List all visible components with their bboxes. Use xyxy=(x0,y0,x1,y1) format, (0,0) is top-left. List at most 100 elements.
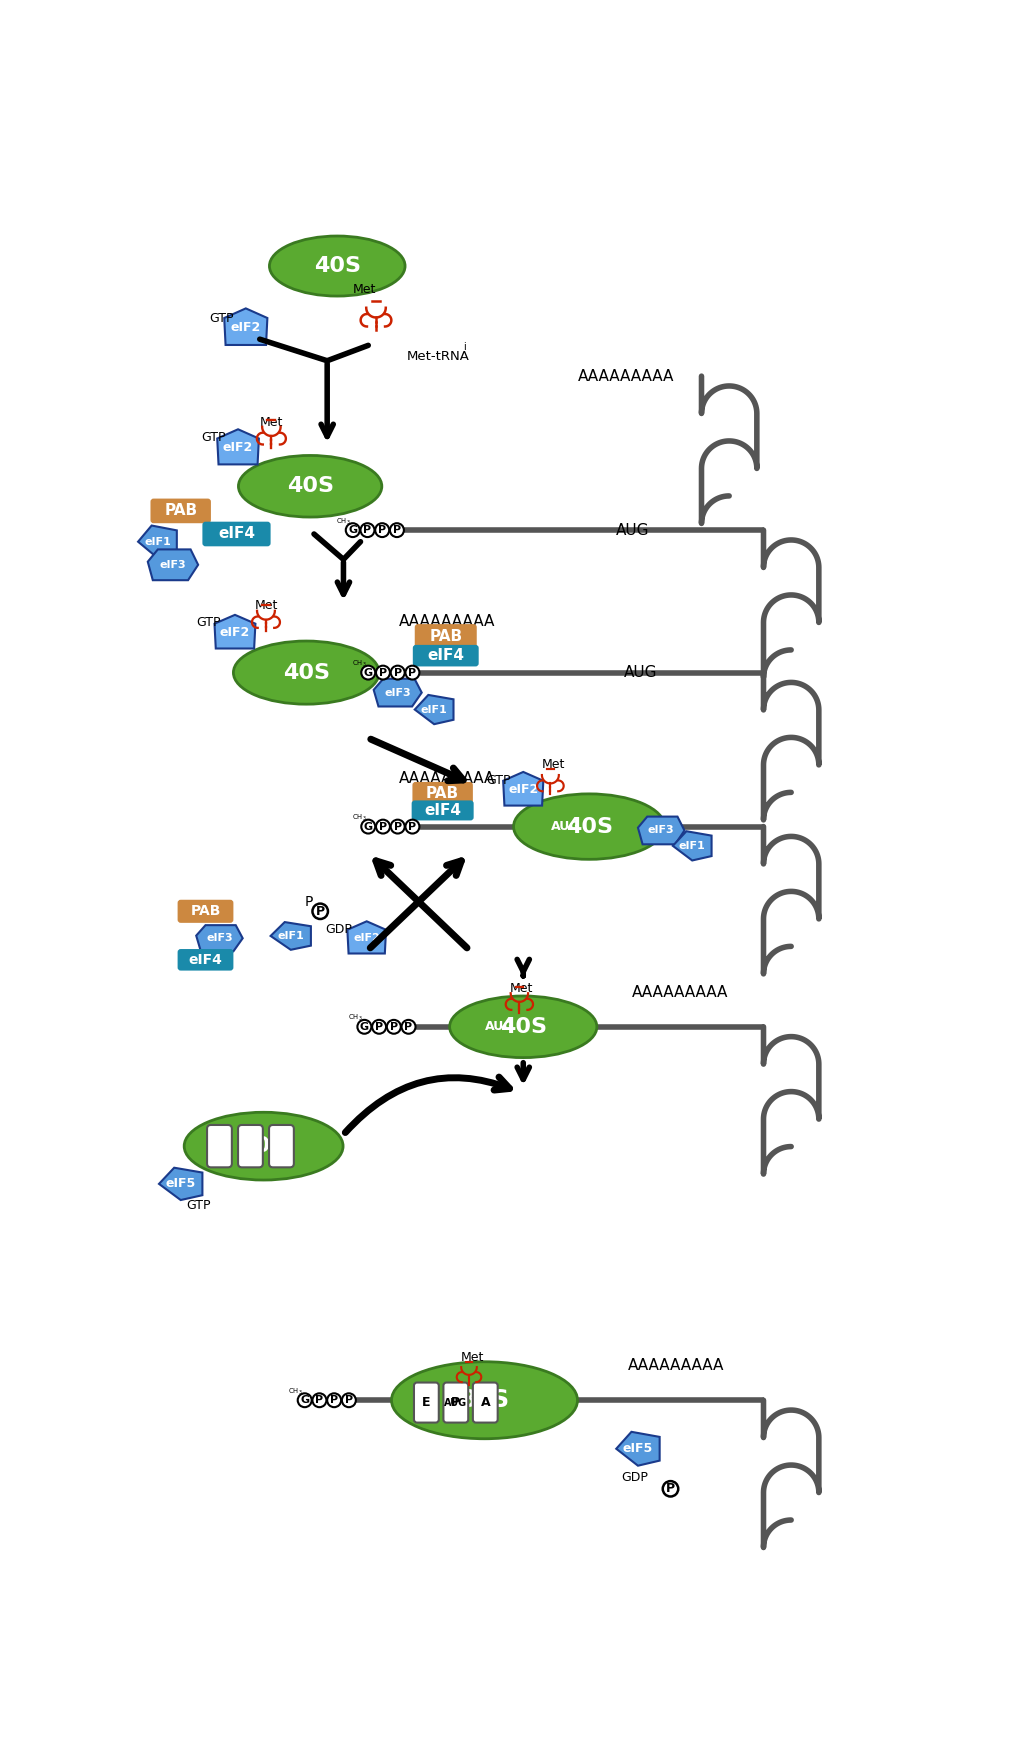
Text: P: P xyxy=(378,525,386,535)
Text: AUG: AUG xyxy=(485,1020,515,1034)
Polygon shape xyxy=(214,614,255,649)
Polygon shape xyxy=(147,549,198,581)
Text: eIF1: eIF1 xyxy=(278,930,304,941)
Text: $\mathregular{^{CH_3}}$: $\mathregular{^{CH_3}}$ xyxy=(288,1388,303,1397)
Text: P: P xyxy=(393,667,401,677)
Polygon shape xyxy=(159,1167,203,1200)
Text: P: P xyxy=(409,667,417,677)
Circle shape xyxy=(361,665,375,679)
Polygon shape xyxy=(270,921,311,949)
Text: eIF3: eIF3 xyxy=(160,560,186,570)
Text: 40S: 40S xyxy=(565,816,612,837)
Ellipse shape xyxy=(269,235,406,297)
Circle shape xyxy=(360,523,375,537)
Text: P: P xyxy=(393,525,401,535)
Polygon shape xyxy=(197,925,243,951)
Text: eIF4: eIF4 xyxy=(218,526,255,542)
Text: E: E xyxy=(422,1395,431,1409)
Text: GTP: GTP xyxy=(186,1199,211,1213)
Text: P: P xyxy=(375,1021,383,1032)
Circle shape xyxy=(391,820,404,834)
Text: 40S: 40S xyxy=(283,663,330,683)
Circle shape xyxy=(372,1020,386,1034)
Text: Met-tRNA: Met-tRNA xyxy=(407,351,470,363)
Text: eIF4: eIF4 xyxy=(188,953,222,967)
Text: eIF1: eIF1 xyxy=(144,537,171,548)
Text: $\mathregular{^{CH_3}}$: $\mathregular{^{CH_3}}$ xyxy=(351,660,367,670)
FancyBboxPatch shape xyxy=(207,1125,231,1167)
Polygon shape xyxy=(415,695,454,725)
Circle shape xyxy=(387,1020,400,1034)
Text: GDP: GDP xyxy=(622,1471,648,1483)
Text: P: P xyxy=(409,821,417,832)
Circle shape xyxy=(312,1393,327,1408)
Text: AUG: AUG xyxy=(444,1397,467,1408)
Text: P: P xyxy=(330,1395,338,1406)
Text: AAAAAAAAA: AAAAAAAAA xyxy=(632,985,728,1000)
Text: P: P xyxy=(393,821,401,832)
Text: Met: Met xyxy=(254,598,278,612)
Text: eIF2: eIF2 xyxy=(220,627,250,639)
Ellipse shape xyxy=(450,997,597,1058)
Circle shape xyxy=(406,820,420,834)
Text: eIF5: eIF5 xyxy=(623,1443,653,1455)
Text: AUG: AUG xyxy=(551,820,581,834)
Polygon shape xyxy=(217,430,259,465)
Text: AAAAAAAAA: AAAAAAAAA xyxy=(578,369,674,384)
Text: AUG: AUG xyxy=(624,665,657,681)
Circle shape xyxy=(312,904,328,920)
Text: GTP: GTP xyxy=(202,432,226,444)
Text: i: i xyxy=(463,342,466,353)
Polygon shape xyxy=(224,309,267,346)
Text: eIF2: eIF2 xyxy=(353,934,380,942)
Text: Met: Met xyxy=(352,283,376,295)
Text: $\mathregular{^{CH_3}}$: $\mathregular{^{CH_3}}$ xyxy=(351,814,367,823)
Text: 60S: 60S xyxy=(240,1135,287,1157)
Circle shape xyxy=(401,1020,416,1034)
Text: P: P xyxy=(452,1395,461,1409)
Text: P: P xyxy=(379,667,387,677)
Text: GDP: GDP xyxy=(326,923,352,935)
Polygon shape xyxy=(616,1432,659,1465)
Polygon shape xyxy=(638,816,684,844)
Text: eIF1: eIF1 xyxy=(679,841,706,851)
Text: P: P xyxy=(404,1021,413,1032)
FancyBboxPatch shape xyxy=(443,1383,468,1423)
Text: Met: Met xyxy=(542,758,565,772)
Text: GTP: GTP xyxy=(209,312,233,325)
Circle shape xyxy=(346,523,359,537)
Text: AAAAAAAAA: AAAAAAAAA xyxy=(399,614,496,628)
FancyBboxPatch shape xyxy=(413,783,473,806)
Text: eIF5: eIF5 xyxy=(166,1178,196,1190)
Circle shape xyxy=(361,820,375,834)
Circle shape xyxy=(357,1020,372,1034)
Text: 40S: 40S xyxy=(287,476,334,497)
Text: GTP: GTP xyxy=(486,774,511,786)
Circle shape xyxy=(298,1393,311,1408)
FancyBboxPatch shape xyxy=(414,1383,438,1423)
Text: Met: Met xyxy=(510,981,534,995)
Polygon shape xyxy=(673,832,712,860)
FancyBboxPatch shape xyxy=(177,949,233,971)
Text: eIF3: eIF3 xyxy=(648,825,675,835)
Text: eIF2: eIF2 xyxy=(508,783,539,797)
FancyBboxPatch shape xyxy=(203,521,270,546)
Text: P: P xyxy=(345,1395,353,1406)
Text: PAB: PAB xyxy=(426,786,459,800)
Ellipse shape xyxy=(184,1113,343,1179)
Text: P: P xyxy=(364,525,372,535)
Text: GTP: GTP xyxy=(197,616,221,628)
Text: PAB: PAB xyxy=(190,904,221,918)
FancyBboxPatch shape xyxy=(238,1125,263,1167)
FancyBboxPatch shape xyxy=(413,644,478,667)
Text: P: P xyxy=(315,1395,324,1406)
Text: A: A xyxy=(480,1395,490,1409)
Text: AAAAAAAAA: AAAAAAAAA xyxy=(628,1358,724,1372)
Circle shape xyxy=(328,1393,341,1408)
Text: 40S: 40S xyxy=(500,1016,547,1037)
Text: G: G xyxy=(364,667,373,677)
Circle shape xyxy=(390,523,403,537)
Text: $\mathregular{^{CH_3}}$: $\mathregular{^{CH_3}}$ xyxy=(348,1014,362,1025)
FancyBboxPatch shape xyxy=(269,1125,294,1167)
Text: P: P xyxy=(379,821,387,832)
